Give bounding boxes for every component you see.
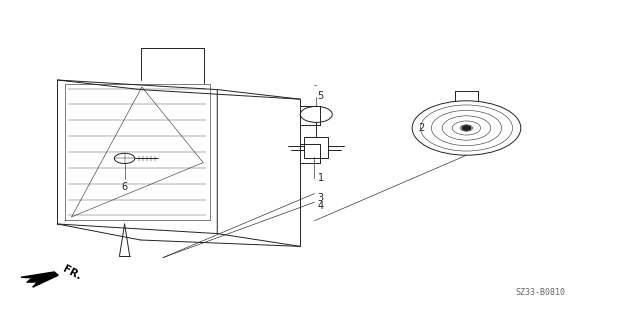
Text: SZ33-B0810: SZ33-B0810 xyxy=(515,288,565,297)
FancyBboxPatch shape xyxy=(304,137,328,157)
Polygon shape xyxy=(21,272,58,287)
Text: FR.: FR. xyxy=(61,264,82,282)
Text: 5: 5 xyxy=(318,91,324,101)
Text: 3: 3 xyxy=(318,193,324,204)
Text: 6: 6 xyxy=(121,182,128,192)
Text: 4: 4 xyxy=(318,201,324,212)
Text: 2: 2 xyxy=(419,123,425,133)
Text: 1: 1 xyxy=(318,172,324,183)
Circle shape xyxy=(462,126,471,130)
